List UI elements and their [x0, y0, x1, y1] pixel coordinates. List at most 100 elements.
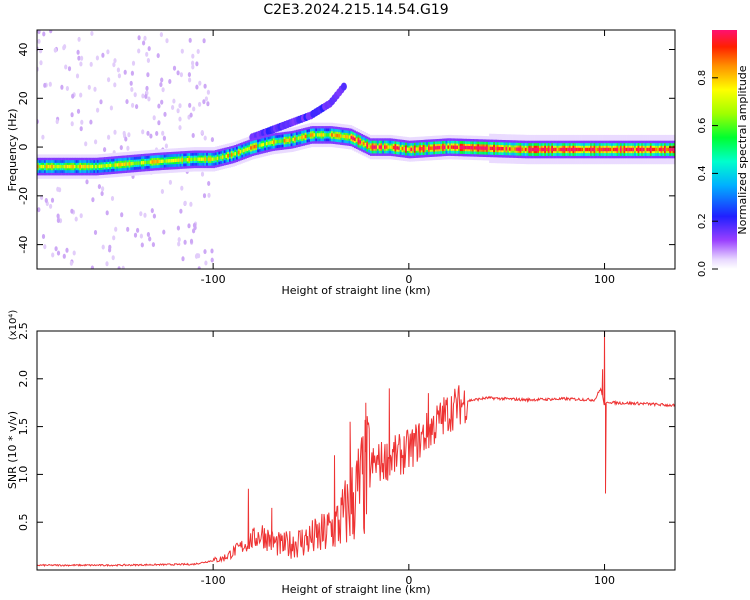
ridge-cell: [343, 134, 346, 139]
ridge-cell: [533, 147, 536, 152]
ridge-cell: [590, 147, 593, 152]
ridge-cell: [348, 135, 351, 139]
ridge-cell: [531, 147, 534, 152]
noise-speckle: [145, 85, 149, 91]
ridge-cell: [568, 147, 571, 152]
ridge-cell: [634, 147, 637, 152]
ridge-cell: [329, 133, 332, 137]
ridge-cell: [658, 147, 661, 152]
noise-speckle: [79, 126, 83, 132]
ridge-cell: [401, 146, 404, 151]
noise-speckle: [204, 260, 208, 266]
ridge-cell: [227, 154, 230, 158]
noise-speckle: [79, 213, 83, 219]
ridge-cell: [206, 157, 209, 161]
noise-speckle: [181, 256, 185, 262]
ridge-cell: [623, 147, 626, 152]
ridge-cell: [181, 158, 184, 162]
noise-speckle: [109, 105, 113, 111]
ridge-cell: [540, 147, 543, 152]
ridge-cell: [664, 147, 666, 152]
noise-speckle: [191, 60, 195, 66]
ridge-cell: [466, 145, 469, 150]
ridge-cell: [382, 145, 385, 149]
ridge-cell: [428, 146, 430, 150]
noise-speckle: [152, 115, 156, 121]
noise-speckle: [65, 86, 69, 91]
ridge-cell: [443, 145, 446, 149]
noise-speckle: [103, 147, 107, 153]
ridge-cell: [642, 147, 645, 152]
noise-speckle: [135, 104, 139, 110]
ridge-cell: [45, 164, 48, 169]
ridge-cell: [406, 147, 409, 151]
noise-speckle: [87, 84, 91, 90]
noise-speckle: [107, 77, 111, 83]
ridge-cell: [352, 136, 355, 141]
noise-speckles: [37, 30, 214, 269]
ridge-cell: [185, 158, 187, 162]
noise-speckle: [155, 131, 159, 136]
noise-speckle: [178, 103, 182, 109]
y-tick-label: 20: [17, 91, 30, 105]
y-tick-label: 1.5: [17, 418, 30, 436]
noise-speckle: [112, 235, 116, 241]
ridge-cell: [391, 145, 393, 149]
noise-speckle: [90, 265, 94, 269]
ridge-cell: [440, 145, 443, 150]
ridge-cell: [662, 147, 665, 152]
ridge-cell: [516, 147, 519, 151]
ridge-cell: [509, 147, 511, 151]
ridge-cell: [313, 133, 316, 137]
ridge-cell: [241, 149, 244, 153]
noise-speckle: [110, 196, 115, 201]
ridge-cell: [369, 145, 372, 149]
noise-speckle: [200, 130, 204, 135]
noise-speckle: [67, 66, 72, 72]
figure-title: C2E3.2024.215.14.54.G19: [263, 2, 448, 18]
ridge-cell: [47, 164, 50, 169]
ridge-cell: [250, 146, 253, 150]
ridge-cell: [280, 139, 283, 143]
ridge-cell: [225, 154, 228, 158]
ridge-cell: [350, 135, 353, 140]
ridge-cell: [447, 145, 450, 149]
ridge-cell: [503, 147, 506, 151]
noise-speckle: [146, 232, 150, 237]
noise-speckle: [41, 234, 46, 239]
noise-speckle: [142, 40, 146, 46]
noise-speckle: [177, 241, 181, 247]
ridge-cell: [373, 145, 376, 149]
noise-speckle: [105, 210, 109, 216]
ridge-cell: [294, 137, 297, 141]
ridge-cell: [495, 146, 497, 151]
noise-speckle: [49, 203, 53, 209]
noise-speckle: [206, 89, 210, 95]
ridge-cell: [109, 163, 112, 168]
ridge-cell: [542, 147, 545, 152]
ridge-cell: [435, 146, 438, 150]
ridge-cell: [56, 164, 59, 169]
noise-speckle: [75, 73, 80, 79]
ridge-cell: [96, 164, 99, 169]
ridge-cell: [151, 160, 154, 164]
ridge-cell: [433, 146, 436, 150]
noise-speckle: [177, 237, 181, 243]
ridge-cell: [452, 145, 455, 149]
ridge-cell: [366, 143, 369, 148]
ridge-cell: [75, 164, 78, 169]
ridge-cell: [611, 147, 614, 152]
ridge-cell: [635, 147, 638, 152]
ridge-cell: [491, 146, 494, 151]
ridge-cell: [371, 145, 374, 149]
ridge-cell: [475, 146, 478, 150]
noise-speckle: [54, 246, 58, 252]
ridge-cell: [287, 138, 290, 142]
ridge-cell: [77, 164, 80, 169]
ridge-cell: [655, 147, 658, 152]
ridge-cell: [172, 158, 175, 163]
ridge-cell: [163, 159, 166, 163]
ridge-cell: [89, 164, 92, 169]
ridge-cell: [669, 147, 672, 152]
noise-speckle: [56, 218, 61, 223]
